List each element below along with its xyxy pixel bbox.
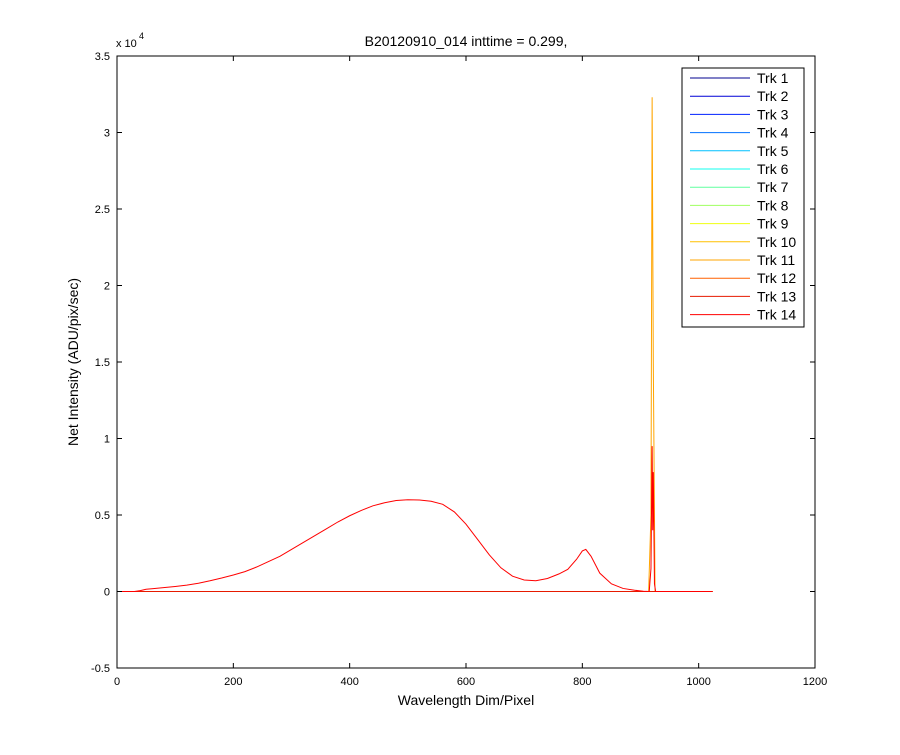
- series-line-trk-14: [117, 446, 713, 593]
- x-tick-label-2: 400: [340, 676, 358, 688]
- y-tick-label-7: 3: [104, 128, 110, 140]
- legend-label-trk-12: Trk 12: [757, 270, 796, 286]
- y-tick-label-6: 2.5: [95, 204, 110, 216]
- ticks-layer: 0 200 400 600 800 1000 1200 -0.5 0 0.5 1 1.5 2 2.5 3 3.…: [91, 51, 827, 688]
- x-tick-label-5: 1000: [686, 676, 710, 688]
- plot-frame: [116, 55, 816, 669]
- legend-label-trk-1: Trk 1: [757, 70, 789, 86]
- series-layer: [117, 97, 713, 593]
- x-tick-label-4: 800: [573, 676, 591, 688]
- y-multiplier-exponent: 4: [139, 31, 144, 41]
- x-axis-label: Wavelength Dim/Pixel: [398, 692, 534, 708]
- legend-label-trk-7: Trk 7: [757, 179, 789, 195]
- y-tick-label-1: 0: [104, 587, 110, 599]
- y-tick-label-4: 1.5: [95, 357, 110, 369]
- y-tick-label-8: 3.5: [95, 51, 110, 63]
- legend-label-trk-3: Trk 3: [757, 106, 789, 122]
- legend: Trk 1 Trk 2 Trk 3 Trk 4 Trk 5 Trk 6 Trk 7 Trk 8…: [681, 67, 805, 328]
- y-tick-label-3: 1: [104, 434, 110, 446]
- legend-label-trk-11: Trk 11: [757, 252, 795, 268]
- legend-label-trk-13: Trk 13: [757, 288, 796, 304]
- legend-label-trk-5: Trk 5: [757, 143, 789, 159]
- x-tick-label-0: 0: [114, 676, 120, 688]
- legend-label-trk-14: Trk 14: [757, 307, 796, 323]
- chart-title: B20120910_014 inttime = 0.299,: [365, 33, 568, 49]
- y-tick-label-2: 0.5: [95, 510, 110, 522]
- y-tick-label-0: -0.5: [91, 663, 110, 675]
- x-tick-label-1: 200: [224, 676, 242, 688]
- legend-label-trk-4: Trk 4: [757, 125, 789, 141]
- legend-label-trk-2: Trk 2: [757, 88, 789, 104]
- legend-label-trk-6: Trk 6: [757, 161, 789, 177]
- y-axis-label: Net Intensity (ADU/pix/sec): [65, 278, 81, 446]
- y-tick-label-5: 2: [104, 281, 110, 293]
- legend-label-trk-9: Trk 9: [757, 216, 789, 232]
- x-tick-label-6: 1200: [803, 676, 827, 688]
- x-tick-label-3: 600: [457, 676, 475, 688]
- legend-label-trk-8: Trk 8: [757, 197, 789, 213]
- y-multiplier-base: x 10: [116, 38, 137, 50]
- legend-box: [681, 67, 805, 328]
- legend-label-trk-10: Trk 10: [757, 234, 796, 250]
